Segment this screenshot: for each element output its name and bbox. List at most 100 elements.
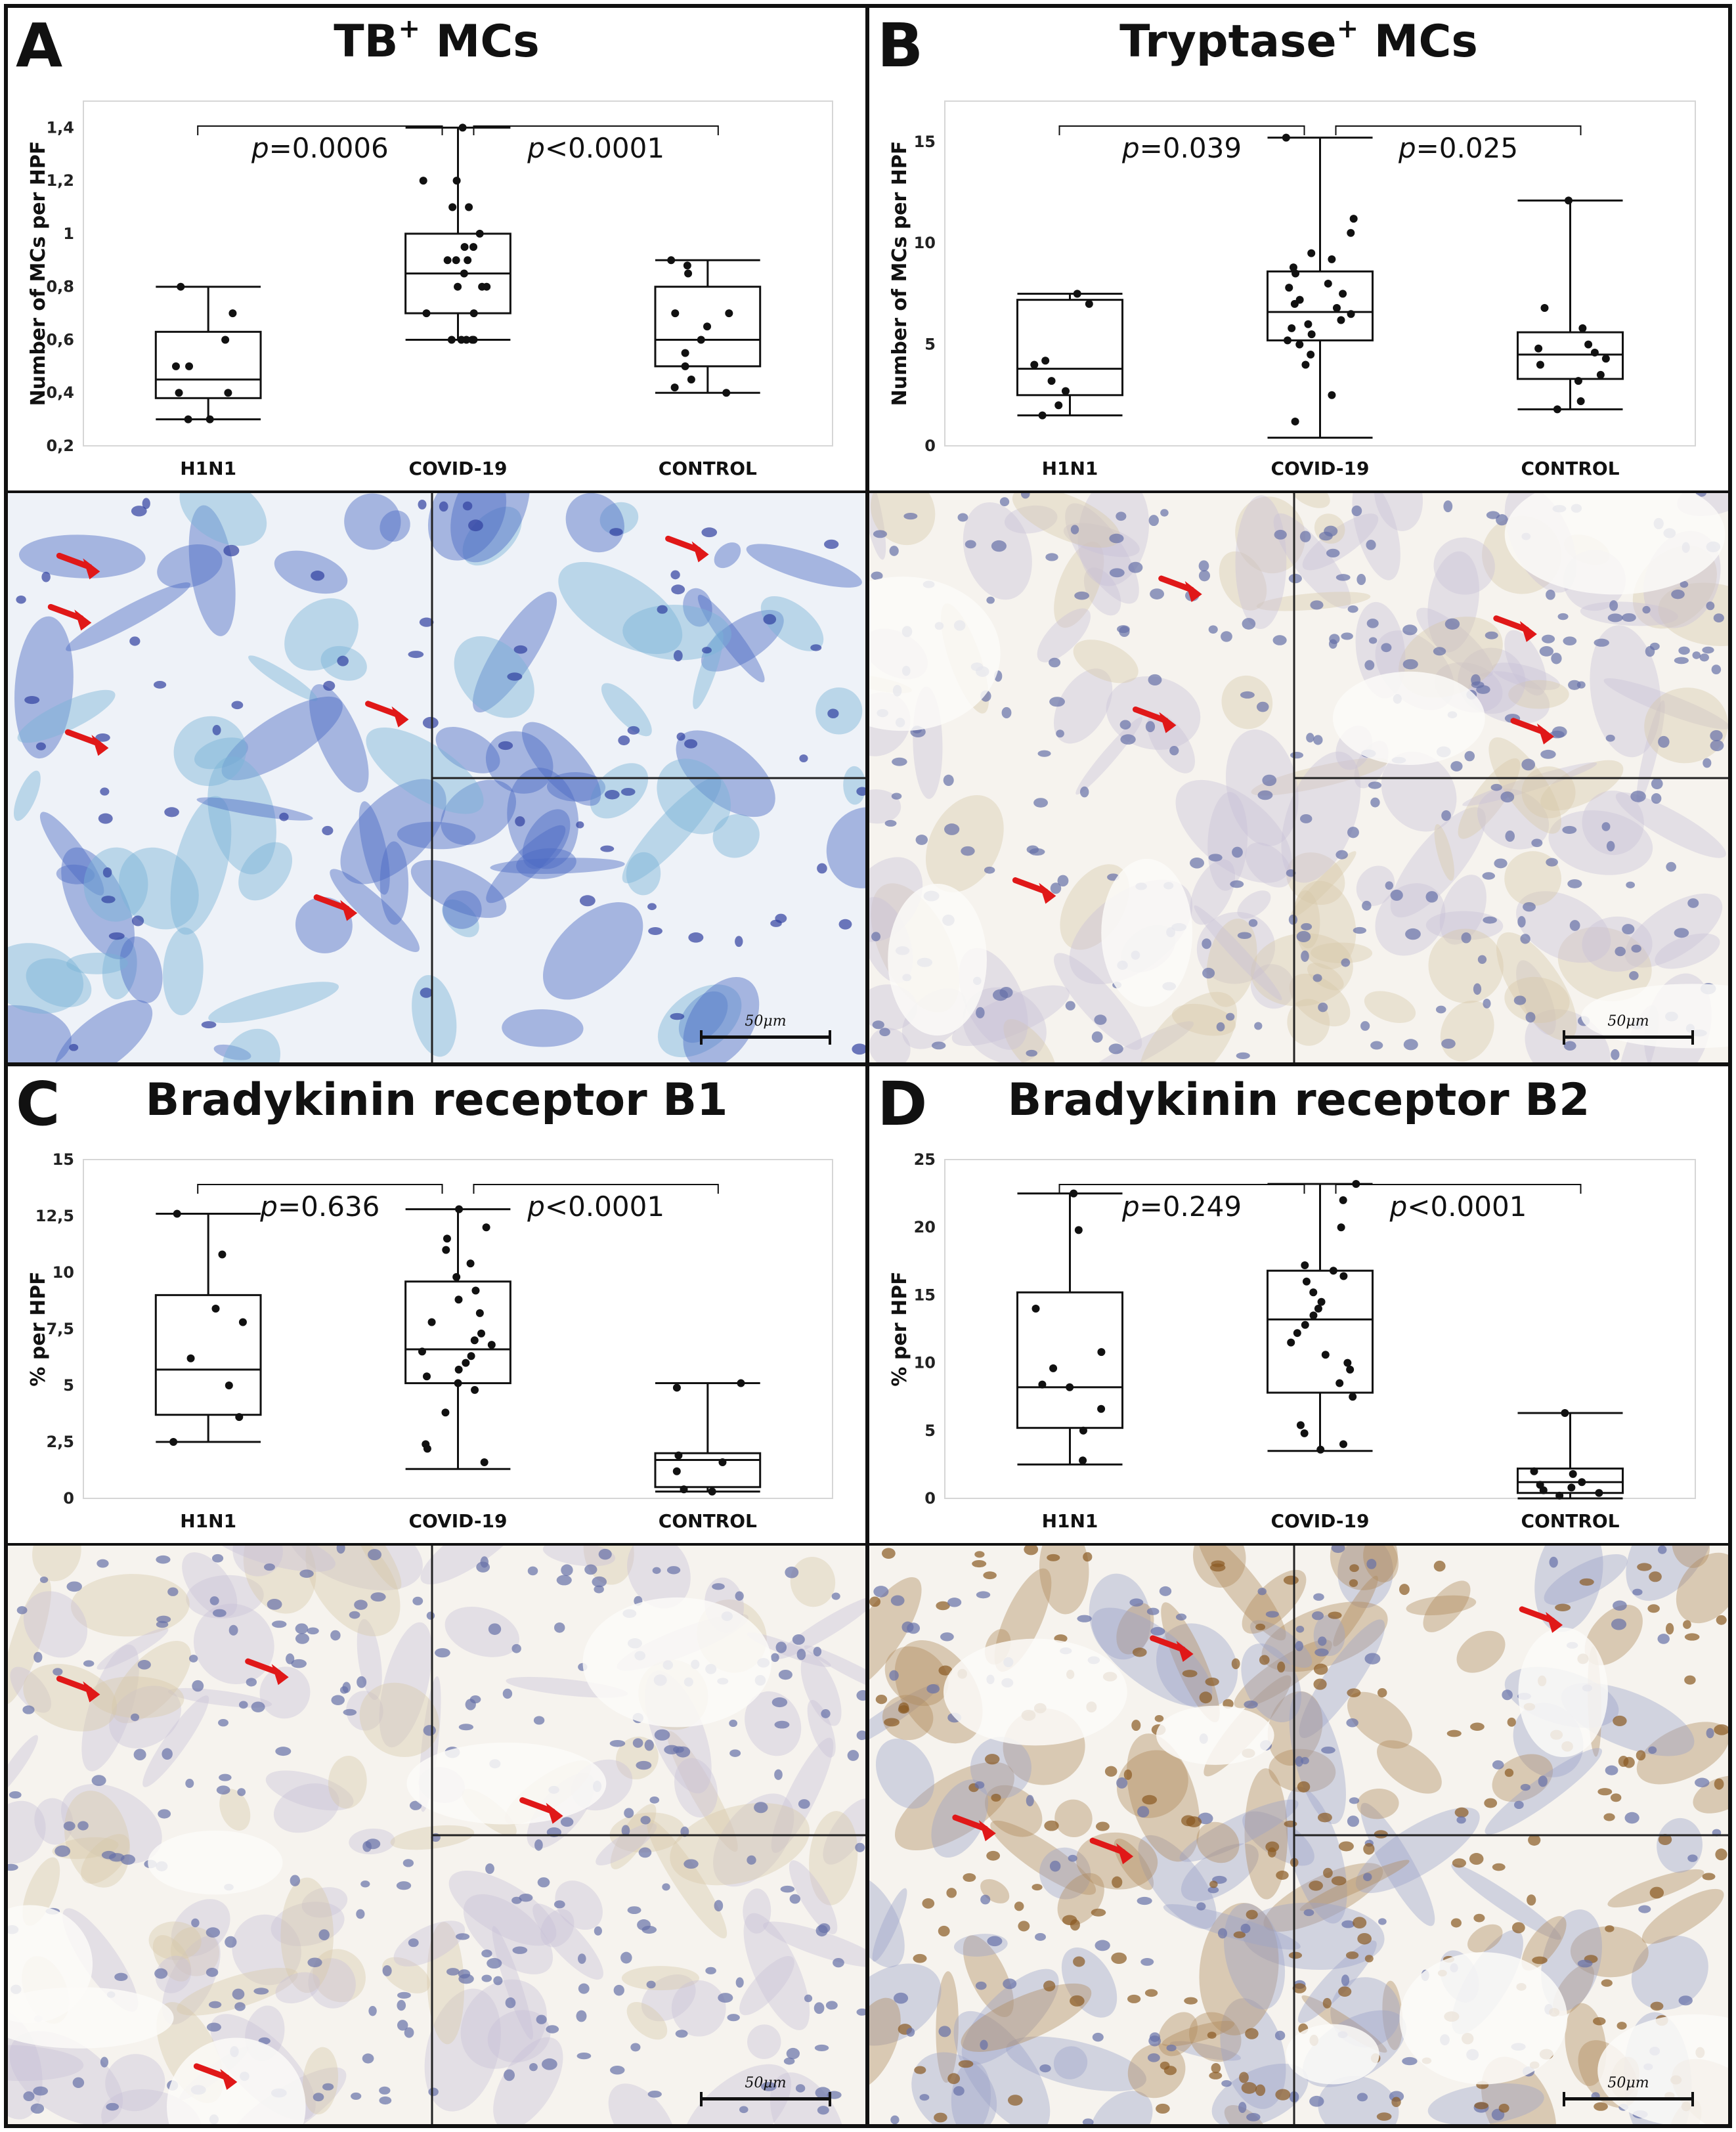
data-point xyxy=(206,415,214,424)
y-tick-label: 5 xyxy=(63,1376,74,1395)
y-tick-label: 0 xyxy=(63,1489,74,1508)
tissue-texture xyxy=(8,493,865,1062)
data-point xyxy=(452,177,461,185)
data-point xyxy=(177,282,185,291)
y-tick-label: 10 xyxy=(914,234,936,252)
data-point xyxy=(1066,1383,1074,1391)
data-point xyxy=(452,1273,461,1281)
p-value-label: p=0.039 xyxy=(1121,132,1242,164)
box-plot-chart: 0 5 10 15 Number of MCs per HPF H1N1 COVID-19 C… xyxy=(869,8,1728,490)
data-point xyxy=(1309,1311,1318,1320)
data-point xyxy=(1595,1489,1603,1497)
data-point xyxy=(457,336,466,344)
data-point xyxy=(460,269,468,278)
box-covid-19 xyxy=(404,1205,511,1470)
data-point xyxy=(218,1250,227,1259)
data-point xyxy=(1291,417,1299,425)
data-point xyxy=(1590,348,1599,357)
y-tick-label: 15 xyxy=(53,1150,74,1169)
box-covid-19 xyxy=(1266,1180,1374,1454)
data-point xyxy=(467,1352,475,1360)
data-point xyxy=(1301,1320,1309,1329)
scale-bar-cap xyxy=(829,1030,831,1045)
cell-nuclei xyxy=(8,1546,865,2124)
data-point xyxy=(448,203,457,211)
data-point xyxy=(1578,1478,1586,1487)
data-point xyxy=(1564,196,1573,205)
scale-bar: 50μm xyxy=(1563,1013,1694,1046)
data-point xyxy=(1555,1491,1564,1500)
panel-title-text: TB xyxy=(334,16,399,68)
micrograph-svg xyxy=(869,493,1728,1062)
box-h1n1 xyxy=(1016,290,1124,420)
scale-bar-label: 50μm xyxy=(745,2075,787,2091)
scale-bar-line xyxy=(1563,2097,1694,2100)
data-point xyxy=(722,389,731,397)
data-point xyxy=(1296,1421,1305,1429)
data-point xyxy=(1317,1297,1326,1306)
red-arrow-icon xyxy=(56,552,100,580)
panel-title: Bradykinin receptor B1 xyxy=(8,1078,865,1123)
significance-bracket: p<0.0001 xyxy=(1335,1184,1582,1223)
data-point xyxy=(455,1205,464,1213)
data-point xyxy=(1329,1267,1337,1275)
box-plot-svg: 0,2 0,4 0,6 0,8 1 1,2 1,4 Number of MCs per HPF… xyxy=(27,100,833,479)
panel-title-text: Bradykinin receptor B2 xyxy=(1007,1074,1590,1126)
significance-bracket: p=0.0006 xyxy=(197,125,443,164)
y-tick-label: 0,6 xyxy=(46,330,74,349)
data-point xyxy=(1349,1393,1357,1401)
panel-letter-c: C xyxy=(16,1069,60,1139)
data-point xyxy=(454,1295,463,1304)
data-point xyxy=(477,1329,485,1338)
data-point xyxy=(471,1385,479,1394)
data-point xyxy=(725,309,733,318)
data-point xyxy=(1301,360,1310,369)
scale-bar-cap xyxy=(829,2092,831,2106)
panel-title-sup: + xyxy=(1336,14,1359,44)
x-tick-label: COVID-19 xyxy=(1270,458,1369,479)
box-plot-svg: 0 5 10 15 20 25 % per HPF H1N1 COVID-19 CONTROL p=… xyxy=(888,1150,1696,1532)
data-point xyxy=(670,383,679,392)
data-point xyxy=(1337,1223,1345,1232)
panel-letter-a: A xyxy=(16,11,63,81)
x-tick-label: H1N1 xyxy=(180,1510,236,1532)
data-point xyxy=(1302,1277,1311,1286)
y-tick-label: 10 xyxy=(53,1263,74,1282)
box-h1n1 xyxy=(154,282,262,424)
red-arrow-icon xyxy=(64,729,109,756)
data-point xyxy=(1328,255,1336,263)
y-tick-label: 0 xyxy=(924,1489,936,1508)
plot-area xyxy=(83,100,833,446)
scale-bar-label: 50μm xyxy=(1607,2075,1649,2091)
data-point xyxy=(672,1383,681,1392)
data-point xyxy=(1038,411,1047,420)
scale-bar-label: 50μm xyxy=(1607,1013,1649,1030)
data-point xyxy=(480,1458,488,1466)
x-tick-label: COVID-19 xyxy=(408,1510,507,1532)
data-point xyxy=(475,229,484,238)
data-point xyxy=(1295,340,1304,349)
data-point xyxy=(1349,215,1358,223)
micrograph-panel xyxy=(8,1546,865,2124)
data-point xyxy=(460,243,469,251)
p-value-label: p=0.249 xyxy=(1121,1190,1242,1223)
data-point xyxy=(1578,324,1587,332)
data-point xyxy=(1300,1429,1309,1437)
red-arrow-icon xyxy=(1089,1837,1134,1865)
data-point xyxy=(1332,304,1341,312)
data-point xyxy=(1584,340,1593,349)
data-point xyxy=(718,1458,727,1466)
chart-image-divider-bottom xyxy=(4,1543,1732,1546)
y-tick-label: 0,8 xyxy=(46,278,74,296)
data-point xyxy=(1287,1338,1295,1347)
data-point xyxy=(1574,377,1582,385)
significance-bracket: p<0.0001 xyxy=(473,1184,719,1223)
alveolar-spaces xyxy=(8,1597,772,2124)
significance-bracket: p=0.249 xyxy=(1058,1184,1305,1223)
data-point xyxy=(454,282,462,291)
box-h1n1 xyxy=(1016,1189,1124,1466)
data-point xyxy=(1346,1365,1355,1374)
data-point xyxy=(469,309,478,318)
data-point xyxy=(1540,304,1549,312)
data-point xyxy=(470,1336,479,1345)
